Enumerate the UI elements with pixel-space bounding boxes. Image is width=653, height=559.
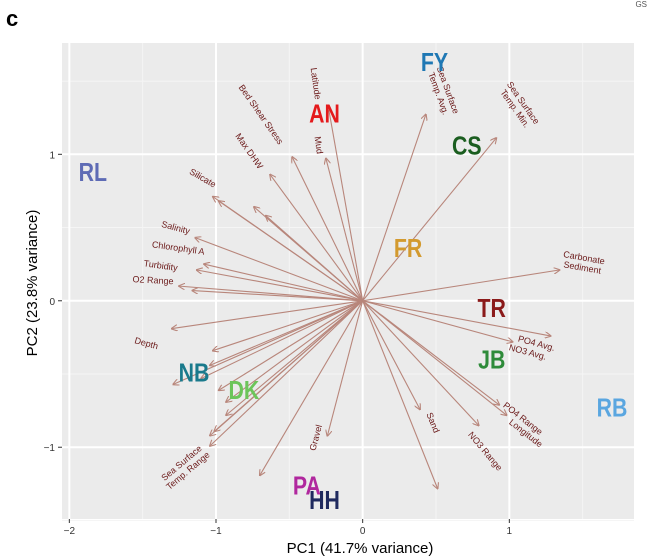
loading-arrow (362, 300, 499, 405)
loading-label: Latitude (309, 67, 323, 100)
panel-letter: c (6, 6, 19, 31)
loading-arrow (173, 300, 363, 384)
loading-label: O2 Range (132, 274, 173, 286)
site-label: DK (228, 376, 259, 406)
loading-arrow (292, 157, 364, 302)
x-tick-label: −1 (210, 526, 222, 537)
loading-arrow (270, 175, 364, 302)
x-axis: −2 −1 0 1 (64, 519, 513, 537)
loading-arrow (362, 300, 507, 415)
site-label: JB (478, 345, 505, 375)
site-label: HH (309, 486, 340, 516)
site-label: FY (421, 48, 448, 78)
loading-arrow (362, 300, 479, 425)
site-label: NB (179, 359, 210, 389)
loading-label: Turbidity (143, 258, 179, 273)
grid-minor (62, 43, 634, 521)
loading-arrow (326, 159, 364, 301)
y-tick-label: 1 (49, 150, 55, 161)
site-label: PA (293, 471, 321, 501)
loading-label: Mud (313, 136, 325, 155)
loading-arrow (172, 300, 363, 329)
loading-arrow (210, 300, 364, 446)
loading-arrow (226, 300, 364, 415)
loading-arrow (362, 300, 551, 336)
loading-arrow (362, 300, 513, 342)
site-label: RB (597, 394, 628, 424)
x-tick-label: 0 (360, 526, 366, 537)
loading-arrow (362, 300, 438, 488)
x-axis-title: PC1 (41.7% variance) (287, 540, 434, 557)
loading-arrow (197, 270, 363, 302)
loading-arrow (362, 115, 426, 301)
x-tick-label: 1 (507, 526, 513, 537)
loading-vectors (172, 110, 559, 488)
loading-arrow (260, 300, 364, 475)
loading-arrow (204, 264, 363, 302)
x-tick-label: −2 (64, 526, 76, 537)
loading-arrow (213, 300, 363, 351)
site-label: TR (478, 294, 506, 324)
loading-arrow (327, 300, 364, 436)
loading-arrow (362, 300, 420, 409)
y-axis: −1 0 1 (44, 150, 62, 454)
corner-mark: GS (635, 0, 647, 9)
loading-arrow (266, 216, 364, 302)
y-tick-label: −1 (44, 443, 56, 454)
site-label: CS (452, 132, 482, 162)
loading-arrow (226, 300, 363, 402)
loading-arrow (219, 300, 363, 390)
site-label: AN (309, 99, 340, 129)
site-label: RL (79, 158, 107, 188)
loading-arrow (195, 238, 363, 302)
loading-arrow (193, 291, 363, 302)
loading-arrow (329, 110, 364, 301)
loading-arrow (210, 300, 364, 436)
loading-arrow (362, 270, 560, 302)
site-label: FR (394, 234, 422, 264)
y-tick-label: 0 (49, 297, 55, 308)
y-axis-title: PC2 (23.8% variance) (24, 210, 41, 357)
loading-arrow (219, 201, 363, 302)
loading-arrow (201, 300, 363, 379)
loading-arrow (179, 286, 363, 302)
loading-arrow (362, 138, 496, 302)
